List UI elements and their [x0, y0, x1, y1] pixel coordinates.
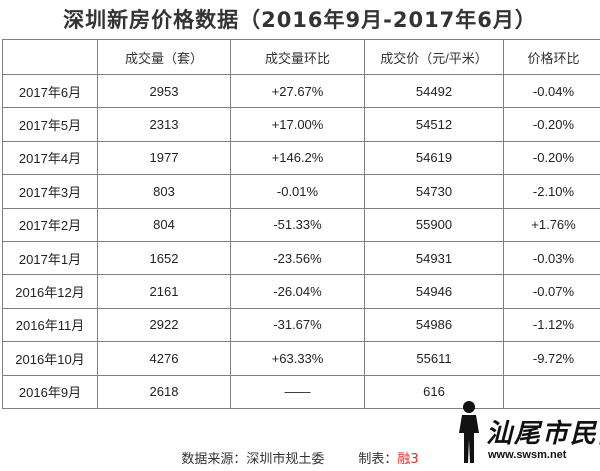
table-row: 2016年10月 4276 +63.33% 55611 -9.72% [2, 341, 600, 376]
volume-cell: 2618 [97, 374, 231, 409]
header-month [2, 39, 98, 75]
volume-mom-cell: +27.67% [230, 73, 365, 109]
month-cell: 2017年4月 [2, 140, 98, 176]
volume-cell: 1977 [97, 140, 231, 176]
volume-mom-cell: —— [230, 374, 365, 409]
price-cell: 54931 [364, 240, 504, 276]
volume-mom-cell: -0.01% [230, 174, 365, 209]
table-row: 2016年12月 2161 -26.04% 54946 -0.07% [2, 274, 600, 309]
volume-cell: 1652 [97, 240, 231, 276]
price-mom-cell: -0.04% [503, 73, 600, 109]
price-mom-cell: -0.03% [503, 240, 600, 276]
price-cell: 55900 [364, 207, 504, 242]
header-price-mom: 价格环比 [503, 39, 600, 75]
table-row: 2017年4月 1977 +146.2% 54619 -0.20% [2, 140, 600, 176]
volume-cell: 2953 [97, 73, 231, 109]
price-mom-cell: -2.10% [503, 174, 600, 209]
price-cell: 54946 [364, 274, 504, 309]
price-cell: 616 [364, 374, 504, 409]
price-cell: 54619 [364, 140, 504, 176]
price-data-table: 成交量（套） 成交量环比 成交价（元/平米） 价格环比 2017年6月 2953 +… [2, 39, 600, 409]
header-price: 成交价（元/平米） [364, 39, 504, 75]
volume-mom-cell: -51.33% [230, 207, 365, 242]
volume-mom-cell: -31.67% [230, 307, 365, 343]
page-title: 深圳新房价格数据（2016年9月-2017年6月） [63, 8, 537, 32]
silhouette-figure-icon [459, 401, 479, 463]
price-cell: 55611 [364, 341, 504, 376]
volume-cell: 803 [97, 174, 231, 209]
price-mom-cell [503, 374, 600, 409]
month-cell: 2016年12月 [2, 274, 98, 309]
price-cell: 54512 [364, 107, 504, 142]
data-source-text: 数据来源：深圳市规土委 [181, 451, 325, 467]
price-mom-cell: -0.20% [503, 140, 600, 176]
price-mom-cell: -0.07% [503, 274, 600, 309]
table-row: 2016年11月 2922 -31.67% 54986 -1.12% [2, 307, 600, 343]
volume-cell: 4276 [97, 341, 231, 376]
volume-mom-cell: +63.33% [230, 341, 365, 376]
volume-cell: 804 [97, 207, 231, 242]
price-mom-cell: -1.12% [503, 307, 600, 343]
month-cell: 2017年5月 [2, 107, 98, 142]
month-cell: 2016年9月 [2, 374, 98, 409]
table-row: 2017年5月 2313 +17.00% 54512 -0.20% [2, 107, 600, 142]
maker-label: 制表： [358, 451, 398, 467]
month-cell: 2017年1月 [2, 240, 98, 276]
table-footer: 数据来源：深圳市规土委 制表： 融3 [0, 443, 600, 471]
price-cell: 54730 [364, 174, 504, 209]
month-cell: 2017年2月 [2, 207, 98, 242]
month-cell: 2017年3月 [2, 174, 98, 209]
header-volume: 成交量（套） [97, 39, 231, 75]
maker-name: 融3 [397, 451, 419, 467]
volume-mom-cell: -23.56% [230, 240, 365, 276]
watermark-url: www.swsm.net [488, 449, 567, 461]
volume-cell: 2313 [97, 107, 231, 142]
price-cell: 54492 [364, 73, 504, 109]
month-cell: 2017年6月 [2, 73, 98, 109]
price-mom-cell: -9.72% [503, 341, 600, 376]
table-row: 2017年2月 804 -51.33% 55900 +1.76% [2, 207, 600, 242]
month-cell: 2016年10月 [2, 341, 98, 376]
volume-cell: 2161 [97, 274, 231, 309]
volume-mom-cell: -26.04% [230, 274, 365, 309]
header-volume-mom: 成交量环比 [230, 39, 365, 75]
month-cell: 2016年11月 [2, 307, 98, 343]
volume-mom-cell: +17.00% [230, 107, 365, 142]
watermark-logo: 汕尾市民网 www.swsm.net [452, 393, 600, 471]
price-mom-cell: +1.76% [503, 207, 600, 242]
table-row: 2017年3月 803 -0.01% 54730 -2.10% [2, 174, 600, 209]
watermark-text: 汕尾市民网 [486, 419, 600, 449]
volume-cell: 2922 [97, 307, 231, 343]
table-row: 2017年1月 1652 -23.56% 54931 -0.03% [2, 240, 600, 276]
table-row: 2016年9月 2618 —— 616 [2, 374, 600, 409]
table-header-row: 成交量（套） 成交量环比 成交价（元/平米） 价格环比 [2, 39, 600, 75]
volume-mom-cell: +146.2% [230, 140, 365, 176]
price-cell: 54986 [364, 307, 504, 343]
price-mom-cell: -0.20% [503, 107, 600, 142]
table-row: 2017年6月 2953 +27.67% 54492 -0.04% [2, 73, 600, 109]
